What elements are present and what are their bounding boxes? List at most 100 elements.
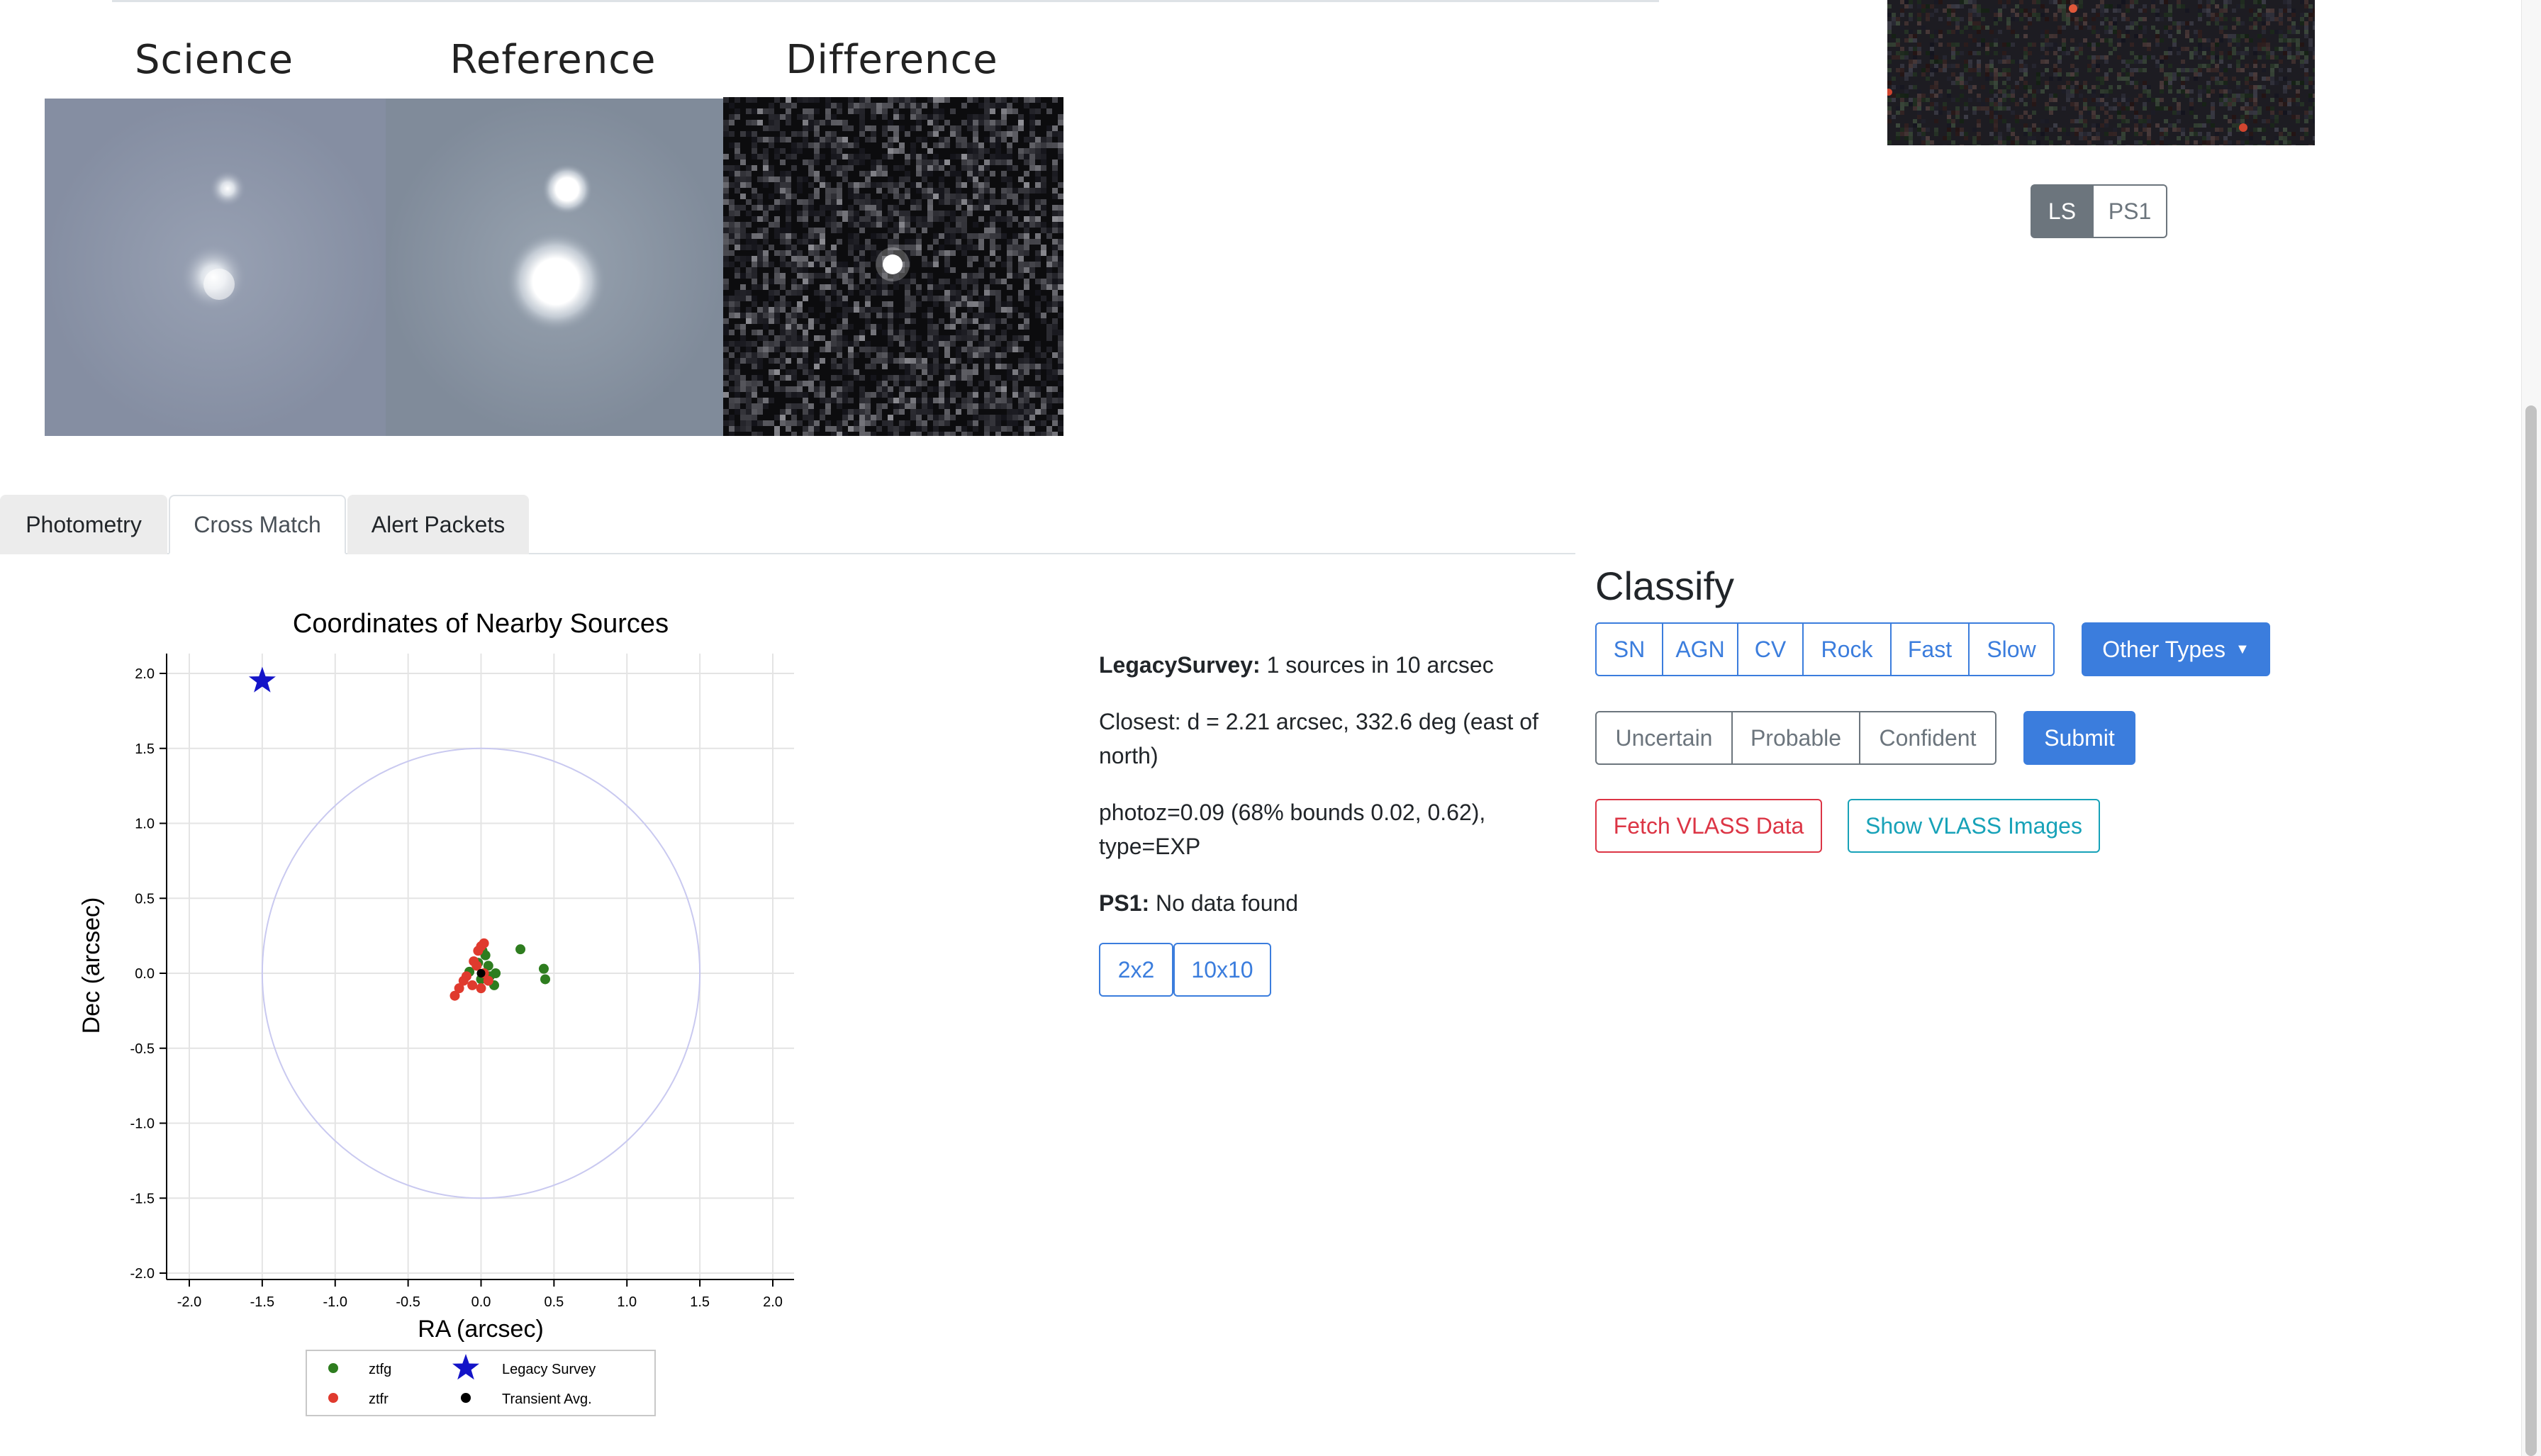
fetch-vlass-button[interactable]: Fetch VLASS Data	[1595, 799, 1822, 853]
photoz-line-2: type=EXP	[1099, 834, 1201, 859]
legend-transient-marker	[461, 1393, 471, 1403]
tabs-divider	[0, 553, 1575, 554]
type-cv-button[interactable]: CV	[1738, 622, 1804, 676]
legend-box	[306, 1350, 656, 1416]
x-tick-label: 2.0	[763, 1294, 783, 1310]
nearby-sources-chart: Coordinates of Nearby Sources -2.0 -1.5 -1…	[78, 609, 794, 1416]
closest-source-info: Closest: d = 2.21 arcsec, 332.6 deg (eas…	[1099, 705, 1560, 773]
confidence-uncertain-button[interactable]: Uncertain	[1595, 711, 1733, 765]
ps1-text: No data found	[1156, 890, 1299, 916]
ztfr-point	[449, 990, 460, 1001]
difference-label: Difference	[786, 37, 998, 83]
skymap-source-toggle: LS PS1	[2031, 184, 2167, 238]
y-tick-label: -2.0	[130, 1266, 155, 1282]
y-tick-label: -1.0	[130, 1116, 155, 1132]
ztfg-point	[538, 963, 549, 974]
y-tick-label: 0.5	[135, 891, 155, 907]
confidence-confident-button[interactable]: Confident	[1860, 711, 1996, 765]
x-tick-label: -1.5	[250, 1294, 274, 1310]
x-tick-label: -2.0	[177, 1294, 201, 1310]
ztfr-point	[454, 983, 464, 994]
y-axis-label: Dec (arcsec)	[78, 897, 105, 1034]
search-radius-buttons: 2x2 10x10	[1099, 943, 1271, 997]
x-tick-label: -1.0	[323, 1294, 347, 1310]
chart-grid	[167, 654, 794, 1279]
photoz-info: photoz=0.09 (68% bounds 0.02, 0.62), typ…	[1099, 795, 1560, 863]
ztfr-point	[467, 980, 478, 990]
radius-2x2-button[interactable]: 2x2	[1099, 943, 1173, 997]
x-tick-label: 0.0	[471, 1294, 491, 1310]
ztfr-point	[473, 946, 484, 956]
legacy-survey-summary: LegacySurvey: 1 sources in 10 arcsec	[1099, 648, 1560, 682]
type-fast-button[interactable]: Fast	[1892, 622, 1970, 676]
ps1-button[interactable]: PS1	[2094, 184, 2167, 238]
science-cutout-image	[45, 99, 386, 436]
legend-legacy-marker	[452, 1354, 479, 1380]
legacy-label: LegacySurvey:	[1099, 652, 1261, 678]
ps1-summary: PS1: No data found	[1099, 886, 1560, 920]
tab-cross-match[interactable]: Cross Match	[169, 495, 346, 554]
legend-ztfg-label: ztfg	[369, 1362, 391, 1377]
confidence-group: Uncertain Probable Confident	[1595, 711, 1996, 765]
skymap-image	[1887, 0, 2315, 145]
x-tick-label: -0.5	[396, 1294, 420, 1310]
ps1-label: PS1:	[1099, 890, 1150, 916]
legend-legacy-label: Legacy Survey	[502, 1362, 596, 1377]
y-tick-label: 0.0	[135, 966, 155, 982]
tab-photometry[interactable]: Photometry	[0, 495, 167, 554]
y-tick-label: -1.5	[130, 1191, 155, 1206]
caret-down-icon: ▼	[2235, 641, 2250, 657]
reference-cutout-image	[386, 99, 723, 436]
scrollbar-thumb[interactable]	[2525, 405, 2537, 1456]
x-axis-label: RA (arcsec)	[418, 1316, 544, 1343]
x-tick-label: 0.5	[544, 1294, 564, 1310]
ztfr-point	[479, 938, 489, 948]
ztfr-point	[476, 983, 486, 994]
top-divider	[112, 0, 1659, 2]
search-radius-circle	[261, 747, 701, 1199]
legend-transient-label: Transient Avg.	[502, 1391, 592, 1407]
photoz-line-1: photoz=0.09 (68% bounds 0.02, 0.62),	[1099, 800, 1486, 825]
legacy-survey-point	[248, 666, 276, 693]
type-rock-button[interactable]: Rock	[1804, 622, 1892, 676]
other-types-label: Other Types	[2102, 636, 2226, 662]
difference-cutout-image	[723, 97, 1063, 436]
type-slow-button[interactable]: Slow	[1970, 622, 2055, 676]
tab-alert-packets[interactable]: Alert Packets	[347, 495, 529, 554]
legend-ztfg-marker	[328, 1363, 338, 1373]
other-types-dropdown[interactable]: Other Types ▼	[2082, 622, 2270, 676]
y-tick-label: 2.0	[135, 666, 155, 682]
reference-label: Reference	[449, 37, 657, 83]
ztfg-point	[540, 974, 551, 985]
ztfr-point	[471, 961, 482, 971]
chart-legend: ztfg ztfr Legacy Survey Transient Avg.	[306, 1350, 656, 1416]
chart-points	[248, 666, 701, 1199]
legacy-text: 1 sources in 10 arcsec	[1266, 652, 1494, 678]
ls-button[interactable]: LS	[2031, 184, 2094, 238]
y-tick-label: 1.5	[135, 741, 155, 757]
radius-10x10-button[interactable]: 10x10	[1173, 943, 1271, 997]
x-tick-label: 1.0	[617, 1294, 637, 1310]
ztfr-point	[461, 971, 471, 982]
y-tick-label: -0.5	[130, 1041, 155, 1057]
classification-type-group: SN AGN CV Rock Fast Slow	[1595, 622, 2055, 676]
submit-button[interactable]: Submit	[2023, 711, 2135, 765]
closest-line-1: Closest: d = 2.21 arcsec, 332.6 deg (eas…	[1099, 709, 1538, 734]
confidence-probable-button[interactable]: Probable	[1733, 711, 1860, 765]
x-tick-label: 1.5	[690, 1294, 710, 1310]
ztfg-point	[515, 944, 526, 955]
chart-title: Coordinates of Nearby Sources	[293, 609, 669, 639]
legend-ztfr-marker	[328, 1393, 338, 1403]
classify-title: Classify	[1595, 564, 1735, 608]
type-agn-button[interactable]: AGN	[1663, 622, 1738, 676]
type-sn-button[interactable]: SN	[1595, 622, 1663, 676]
ztfg-point	[483, 961, 493, 971]
chart-axes: -2.0 -1.5 -1.0 -0.5 0.0 0.5 1.0 1.5 2.0 2.0 1.5 1.0…	[130, 654, 794, 1310]
closest-line-2: north)	[1099, 743, 1158, 768]
show-vlass-button[interactable]: Show VLASS Images	[1848, 799, 2100, 853]
y-tick-label: 1.0	[135, 817, 155, 832]
legend-ztfr-label: ztfr	[369, 1391, 389, 1407]
ztfr-point	[483, 975, 493, 986]
transient-avg-point	[476, 969, 486, 978]
science-label: Science	[134, 37, 294, 83]
